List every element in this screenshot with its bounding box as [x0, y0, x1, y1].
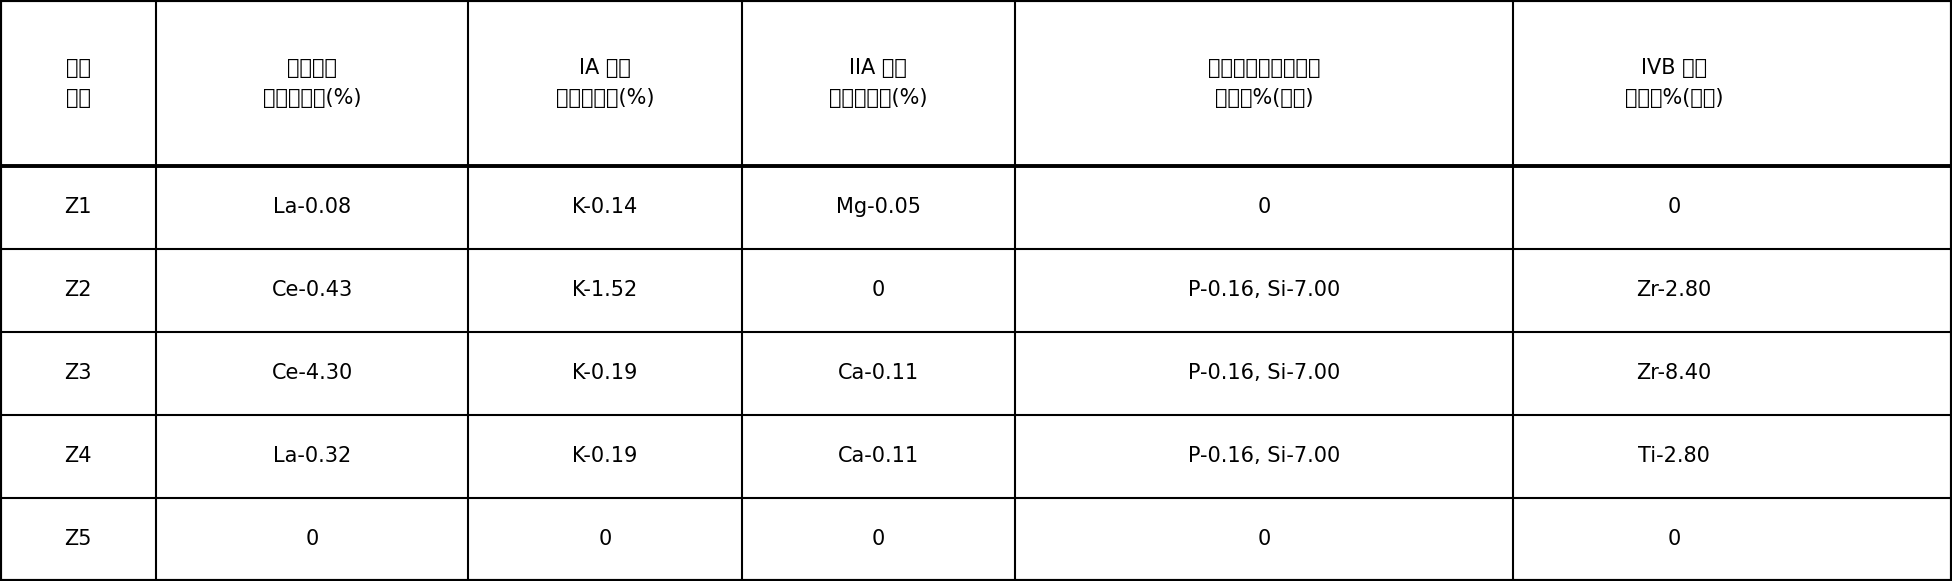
Text: P-0.16, Si-7.00: P-0.16, Si-7.00 [1189, 446, 1339, 467]
Text: IIA 元素
含量，重量(%): IIA 元素 含量，重量(%) [830, 58, 927, 107]
Text: Ca-0.11: Ca-0.11 [837, 446, 919, 467]
Text: 硅、磷、硼、氟元素
含量，%(重量): 硅、磷、硼、氟元素 含量，%(重量) [1208, 58, 1320, 107]
Text: 稀土元素
含量，重量(%): 稀土元素 含量，重量(%) [264, 58, 361, 107]
Text: P-0.16, Si-7.00: P-0.16, Si-7.00 [1189, 363, 1339, 383]
Text: 0: 0 [306, 529, 318, 550]
Text: 0: 0 [1257, 529, 1271, 550]
Text: Mg-0.05: Mg-0.05 [835, 197, 921, 217]
Text: Ca-0.11: Ca-0.11 [837, 363, 919, 383]
Text: Z4: Z4 [64, 446, 92, 467]
Text: Z2: Z2 [64, 280, 92, 300]
Text: 0: 0 [599, 529, 611, 550]
Text: Zr-8.40: Zr-8.40 [1636, 363, 1712, 383]
Text: K-0.19: K-0.19 [572, 363, 638, 383]
Text: Zr-2.80: Zr-2.80 [1636, 280, 1712, 300]
Text: IVB 元素
含量，%(重量): IVB 元素 含量，%(重量) [1624, 58, 1724, 107]
Text: 0: 0 [1667, 197, 1681, 217]
Text: Z1: Z1 [64, 197, 92, 217]
Text: K-1.52: K-1.52 [572, 280, 638, 300]
Text: IA 元素
含量，重量(%): IA 元素 含量，重量(%) [556, 58, 654, 107]
Text: 0: 0 [873, 280, 884, 300]
Text: Ce-0.43: Ce-0.43 [271, 280, 353, 300]
Text: Ce-4.30: Ce-4.30 [271, 363, 353, 383]
Text: La-0.32: La-0.32 [273, 446, 351, 467]
Text: La-0.08: La-0.08 [273, 197, 351, 217]
Text: K-0.19: K-0.19 [572, 446, 638, 467]
Text: Ti-2.80: Ti-2.80 [1638, 446, 1710, 467]
Text: Z5: Z5 [64, 529, 92, 550]
Text: P-0.16, Si-7.00: P-0.16, Si-7.00 [1189, 280, 1339, 300]
Text: 0: 0 [1257, 197, 1271, 217]
Text: 0: 0 [1667, 529, 1681, 550]
Text: 载体
编号: 载体 编号 [66, 58, 90, 107]
Text: K-0.14: K-0.14 [572, 197, 638, 217]
Text: Z3: Z3 [64, 363, 92, 383]
Text: 0: 0 [873, 529, 884, 550]
